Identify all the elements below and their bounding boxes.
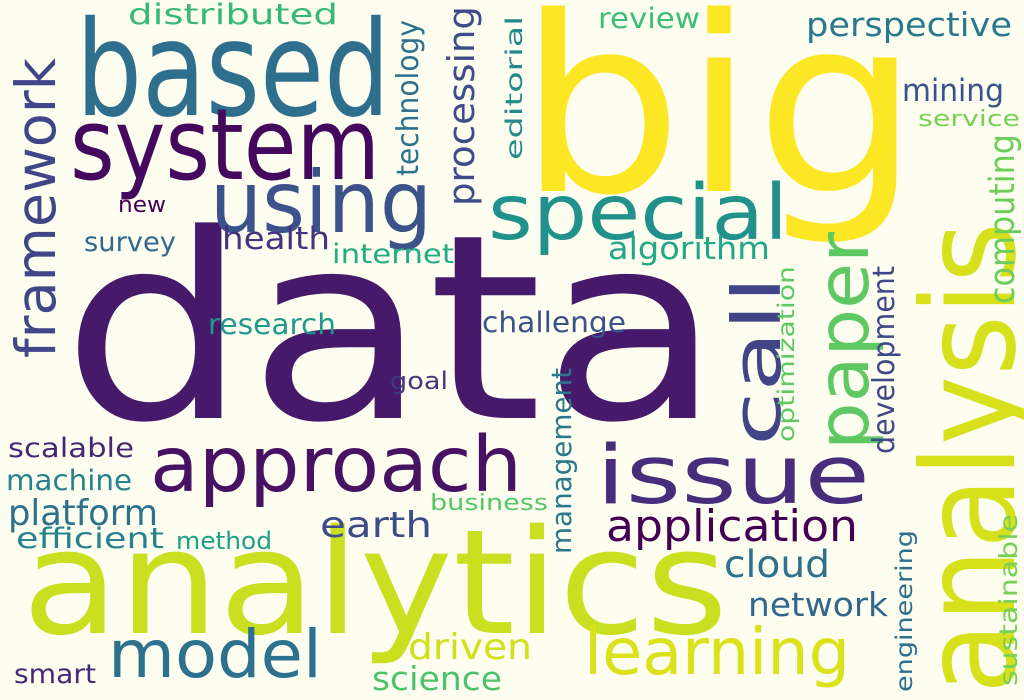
- word-machine: machine: [6, 463, 132, 498]
- word-technology: technology: [391, 19, 426, 176]
- word-big: big: [518, 0, 920, 250]
- word-science: science: [372, 659, 502, 699]
- word-analytics: analytics: [22, 499, 728, 669]
- word-business: business: [430, 490, 548, 516]
- word-efficient: efficient: [16, 521, 164, 556]
- word-special: special: [488, 169, 788, 259]
- word-model: model: [108, 616, 322, 694]
- word-application: application: [606, 501, 858, 553]
- word-engineering: engineering: [892, 530, 918, 692]
- word-platform: platform: [8, 492, 158, 534]
- word-driven: driven: [408, 626, 532, 668]
- word-research: research: [208, 307, 336, 342]
- word-optimization: optimization: [774, 266, 800, 442]
- word-network: network: [748, 585, 888, 625]
- word-sustainable: sustainable: [994, 514, 1023, 686]
- word-algorithm: algorithm: [608, 231, 770, 268]
- word-computing: computing: [983, 134, 1023, 304]
- word-new: new: [118, 192, 166, 218]
- word-mining: mining: [902, 73, 1004, 110]
- word-health: health: [222, 221, 330, 258]
- word-scalable: scalable: [8, 433, 134, 465]
- word-method: method: [176, 526, 272, 555]
- word-internet: internet: [332, 239, 454, 271]
- word-goal: goal: [390, 366, 448, 395]
- word-system: system: [70, 88, 380, 204]
- word-using: using: [210, 152, 432, 253]
- word-issue: issue: [596, 428, 870, 524]
- word-management: management: [545, 368, 578, 554]
- word-distributed: distributed: [128, 0, 338, 32]
- word-review: review: [598, 1, 700, 36]
- word-data: data: [62, 178, 722, 479]
- word-smart: smart: [14, 659, 96, 691]
- word-processing: processing: [440, 6, 483, 207]
- word-cloud: cloud: [724, 541, 830, 586]
- word-development: development: [867, 266, 902, 454]
- word-based: based: [76, 0, 390, 148]
- word-learning: learning: [584, 616, 850, 691]
- word-perspective: perspective: [806, 5, 1012, 45]
- word-challenge: challenge: [482, 305, 626, 340]
- word-approach: approach: [150, 421, 522, 511]
- word-earth: earth: [320, 504, 432, 546]
- word-framework: framework: [5, 58, 69, 359]
- word-editorial: editorial: [502, 16, 528, 161]
- word-service: service: [918, 106, 1020, 132]
- word-survey: survey: [84, 227, 176, 259]
